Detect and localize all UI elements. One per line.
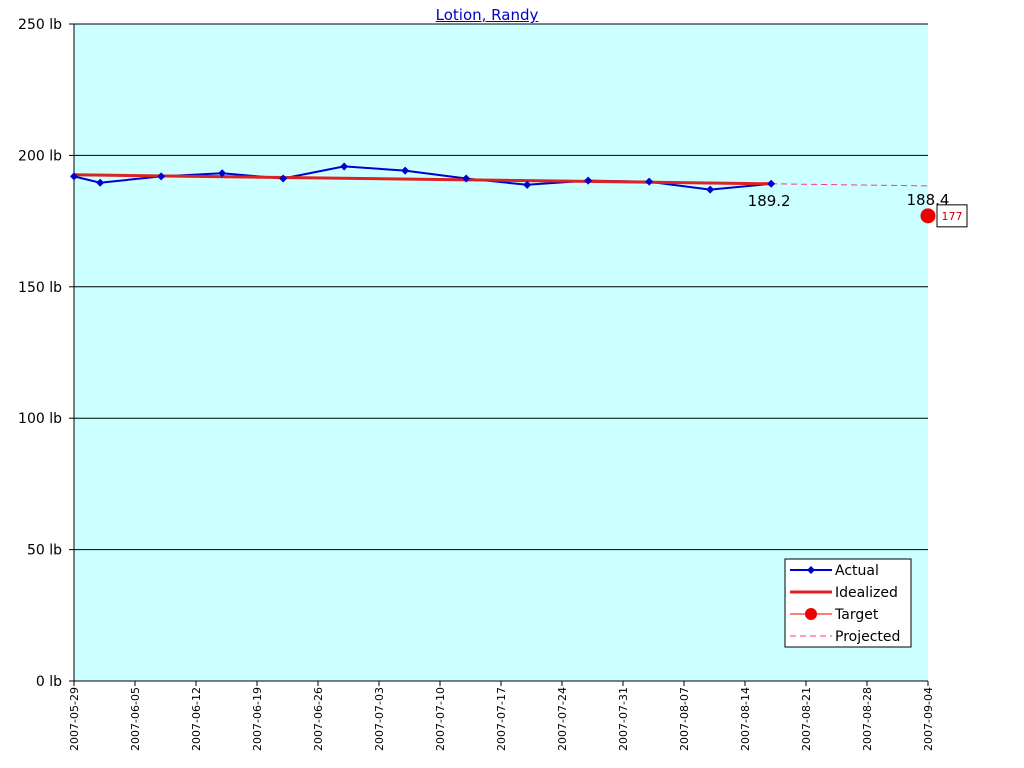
actual-point [706, 185, 715, 194]
actual-point [523, 180, 532, 189]
x-tick-label: 2007-06-26 [312, 687, 325, 751]
x-tick-label: 2007-07-31 [617, 687, 630, 751]
x-axis-ticks: 2007-05-29 2007-06-05 2007-06-12 2007-06-19… [68, 681, 935, 751]
actual-point [96, 178, 105, 187]
x-tick-label: 2007-08-14 [739, 687, 752, 751]
legend-box [784, 558, 912, 648]
last-actual-label: 189.2 [748, 192, 791, 210]
legend-actual-label: Actual [835, 563, 879, 579]
target-point [920, 208, 936, 224]
legend-idealized-label: Idealized [835, 585, 898, 601]
actual-point [218, 169, 227, 178]
x-tick-label: 2007-08-21 [800, 687, 813, 751]
actual-point [767, 179, 776, 188]
actual-point [401, 166, 410, 175]
actual-point [645, 177, 654, 186]
x-tick-label: 2007-06-12 [190, 687, 203, 751]
idealized-line [73, 173, 772, 186]
x-tick-label: 2007-05-29 [68, 687, 81, 751]
x-tick-label: 2007-06-05 [129, 687, 142, 751]
x-tick-label: 2007-08-07 [678, 687, 691, 751]
gridlines [74, 23, 928, 551]
actual-point [340, 162, 349, 171]
legend-actual-marker [807, 566, 815, 574]
y-tick-label: 100 lb [18, 411, 62, 427]
y-tick-label: 50 lb [27, 543, 62, 559]
projected-line [771, 183, 929, 187]
y-tick-label: 200 lb [18, 148, 62, 164]
target-label-box [936, 204, 968, 228]
actual-point [279, 174, 288, 183]
actual-point [157, 172, 166, 181]
x-tick-label: 2007-09-04 [922, 687, 935, 751]
x-tick-label: 2007-06-19 [251, 687, 264, 751]
x-tick-label: 2007-07-24 [556, 687, 569, 751]
x-tick-label: 2007-07-03 [373, 687, 386, 751]
y-axis-ticks: 0 lb 50 lb 100 lb 150 lb 200 lb 250 lb [18, 17, 74, 690]
legend: Actual Idealized Target Projected [784, 558, 912, 648]
actual-point [462, 174, 471, 183]
x-tick-label: 2007-07-17 [495, 687, 508, 751]
legend-target-label: Target [834, 607, 879, 623]
target-label: 177 [942, 210, 963, 223]
legend-target-marker [805, 608, 817, 620]
series-layer [70, 162, 936, 224]
y-tick-label: 250 lb [18, 17, 62, 33]
y-tick-label: 0 lb [36, 674, 62, 690]
actual-point [70, 172, 78, 181]
x-tick-label: 2007-08-28 [861, 687, 874, 751]
x-tick-label: 2007-07-10 [434, 687, 447, 751]
legend-projected-label: Projected [835, 629, 900, 645]
chart-title[interactable]: Lotion, Randy [435, 6, 539, 24]
actual-point [584, 176, 593, 185]
y-tick-label: 150 lb [18, 280, 62, 296]
